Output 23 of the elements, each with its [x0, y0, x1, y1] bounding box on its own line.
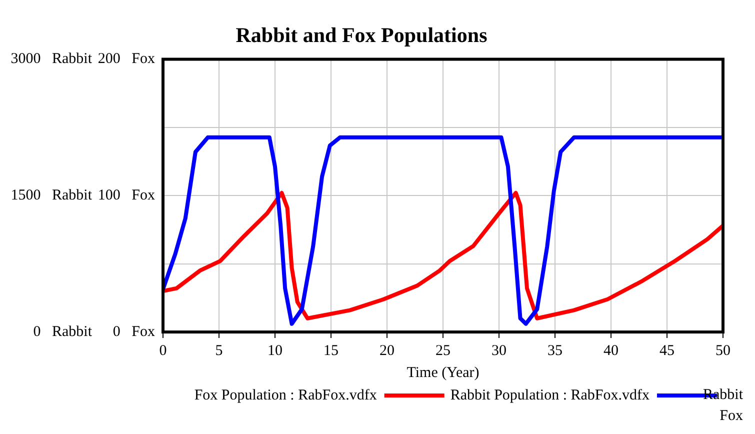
y-tick-label: 0 Rabbit	[33, 324, 93, 340]
x-tick-label: 0	[159, 342, 167, 359]
legend-label: Fox Population : RabFox.vdfx	[194, 387, 378, 404]
text: Fox	[720, 408, 743, 424]
legend-label: Rabbit Population : RabFox.vdfx	[450, 387, 650, 404]
chart-title: Rabbit and Fox Populations	[236, 23, 488, 48]
x-axis-title: Time (Year)	[406, 364, 480, 381]
x-tick-label: 15	[324, 342, 338, 359]
x-tick-label: 50	[716, 342, 730, 359]
x-tick-label: 20	[380, 342, 394, 359]
y2-tick-label: 100 Fox	[98, 188, 156, 204]
x-tick-label: 45	[660, 342, 674, 359]
y2-tick-label: 200 Fox	[98, 51, 156, 68]
text: Rabbit	[703, 386, 743, 404]
x-tick-label: 30	[492, 342, 506, 359]
x-tick-label: 40	[604, 342, 618, 359]
x-tick-label: 5	[215, 342, 223, 359]
y2-tick-label: 0 Fox	[112, 324, 156, 340]
x-tick-label: 35	[548, 342, 562, 359]
y-tick-label: 1500 Rabbit	[10, 188, 93, 204]
y-tick-label: 3000 Rabbit	[10, 51, 93, 68]
x-tick-label: 10	[268, 342, 282, 359]
x-tick-label: 25	[436, 342, 450, 359]
